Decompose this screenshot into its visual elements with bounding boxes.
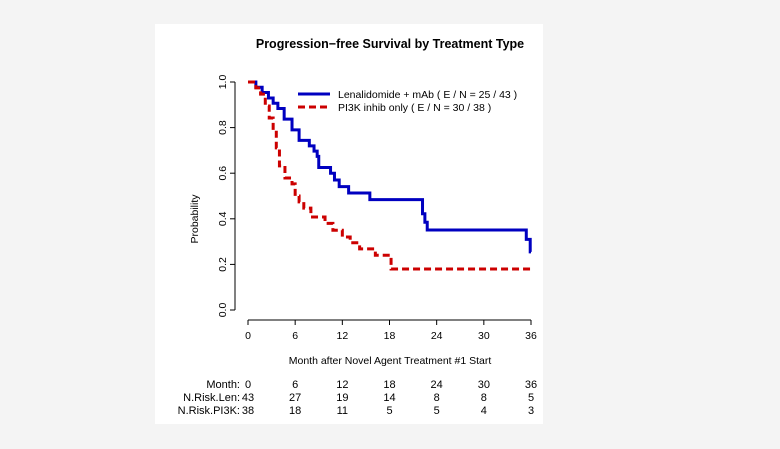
risk-table-cell: 5: [528, 392, 534, 404]
risk-table-month: 0: [245, 379, 251, 391]
risk-table-cell: 4: [481, 405, 487, 417]
risk-table-row-label: N.Risk.Len:: [183, 392, 240, 404]
x-axis-title: Month after Novel Agent Treatment #1 Sta…: [289, 355, 492, 367]
y-tick-label: 1.0: [217, 75, 229, 90]
x-tick-label: 30: [478, 330, 490, 342]
legend: Lenalidomide + mAb ( E / N = 25 / 43 ) P…: [298, 89, 517, 114]
series-line-lenalidomide: [248, 80, 532, 254]
risk-table-cell: 27: [289, 392, 301, 404]
risk-table-cell: 19: [336, 392, 348, 404]
risk-table-month: 30: [478, 379, 490, 391]
y-tick-label: 0.0: [217, 303, 229, 318]
y-axis-title: Probability: [189, 194, 201, 244]
risk-table-month: 24: [431, 379, 443, 391]
series-line-pi3k: [248, 80, 531, 271]
chart-title: Progression−free Survival by Treatment T…: [256, 37, 524, 51]
x-tick-label: 18: [384, 330, 396, 342]
risk-table-cell: 5: [386, 405, 392, 417]
risk-table-month: 18: [383, 379, 395, 391]
x-tick-label: 36: [525, 330, 537, 342]
x-tick-label: 12: [336, 330, 348, 342]
legend-label-pi3k: PI3K inhib only ( E / N = 30 / 38 ): [338, 102, 491, 114]
risk-table-row-label: N.Risk.PI3K:: [178, 405, 240, 417]
km-survival-chart: Progression−free Survival by Treatment T…: [178, 37, 537, 417]
risk-table-header-label: Month:: [206, 379, 240, 391]
chart-figure: Progression−free Survival by Treatment T…: [155, 24, 543, 424]
y-tick-label: 0.6: [217, 166, 229, 181]
risk-table-cell: 8: [481, 392, 487, 404]
y-tick-label: 0.2: [217, 257, 229, 272]
risk-table-month: 6: [292, 379, 298, 391]
legend-label-lenalidomide: Lenalidomide + mAb ( E / N = 25 / 43 ): [338, 89, 517, 101]
risk-table-cell: 11: [337, 405, 348, 417]
x-tick-label: 6: [292, 330, 298, 342]
risk-table-cell: 5: [434, 405, 440, 417]
risk-table-cell: 38: [242, 405, 254, 417]
y-tick-label: 0.4: [217, 211, 229, 226]
x-tick-label: 0: [245, 330, 251, 342]
axes: 0 6 12 18 24 30 36 0.0 0.2 0.4 0.6 0.8 1.0: [217, 75, 537, 342]
risk-table-cell: 18: [289, 405, 301, 417]
x-tick-label: 24: [431, 330, 443, 342]
risk-table-cell: 14: [383, 392, 395, 404]
y-tick-label: 0.8: [217, 120, 229, 135]
risk-table-month: 36: [525, 379, 537, 391]
risk-table-cell: 3: [528, 405, 534, 417]
survival-curves: [248, 80, 532, 271]
risk-table: Month: 0 6 12 18 24 30 36N.Risk.Len: 43 27 19 14 8 8 5…: [178, 379, 537, 417]
risk-table-month: 12: [336, 379, 348, 391]
risk-table-cell: 43: [242, 392, 254, 404]
risk-table-cell: 8: [434, 392, 440, 404]
